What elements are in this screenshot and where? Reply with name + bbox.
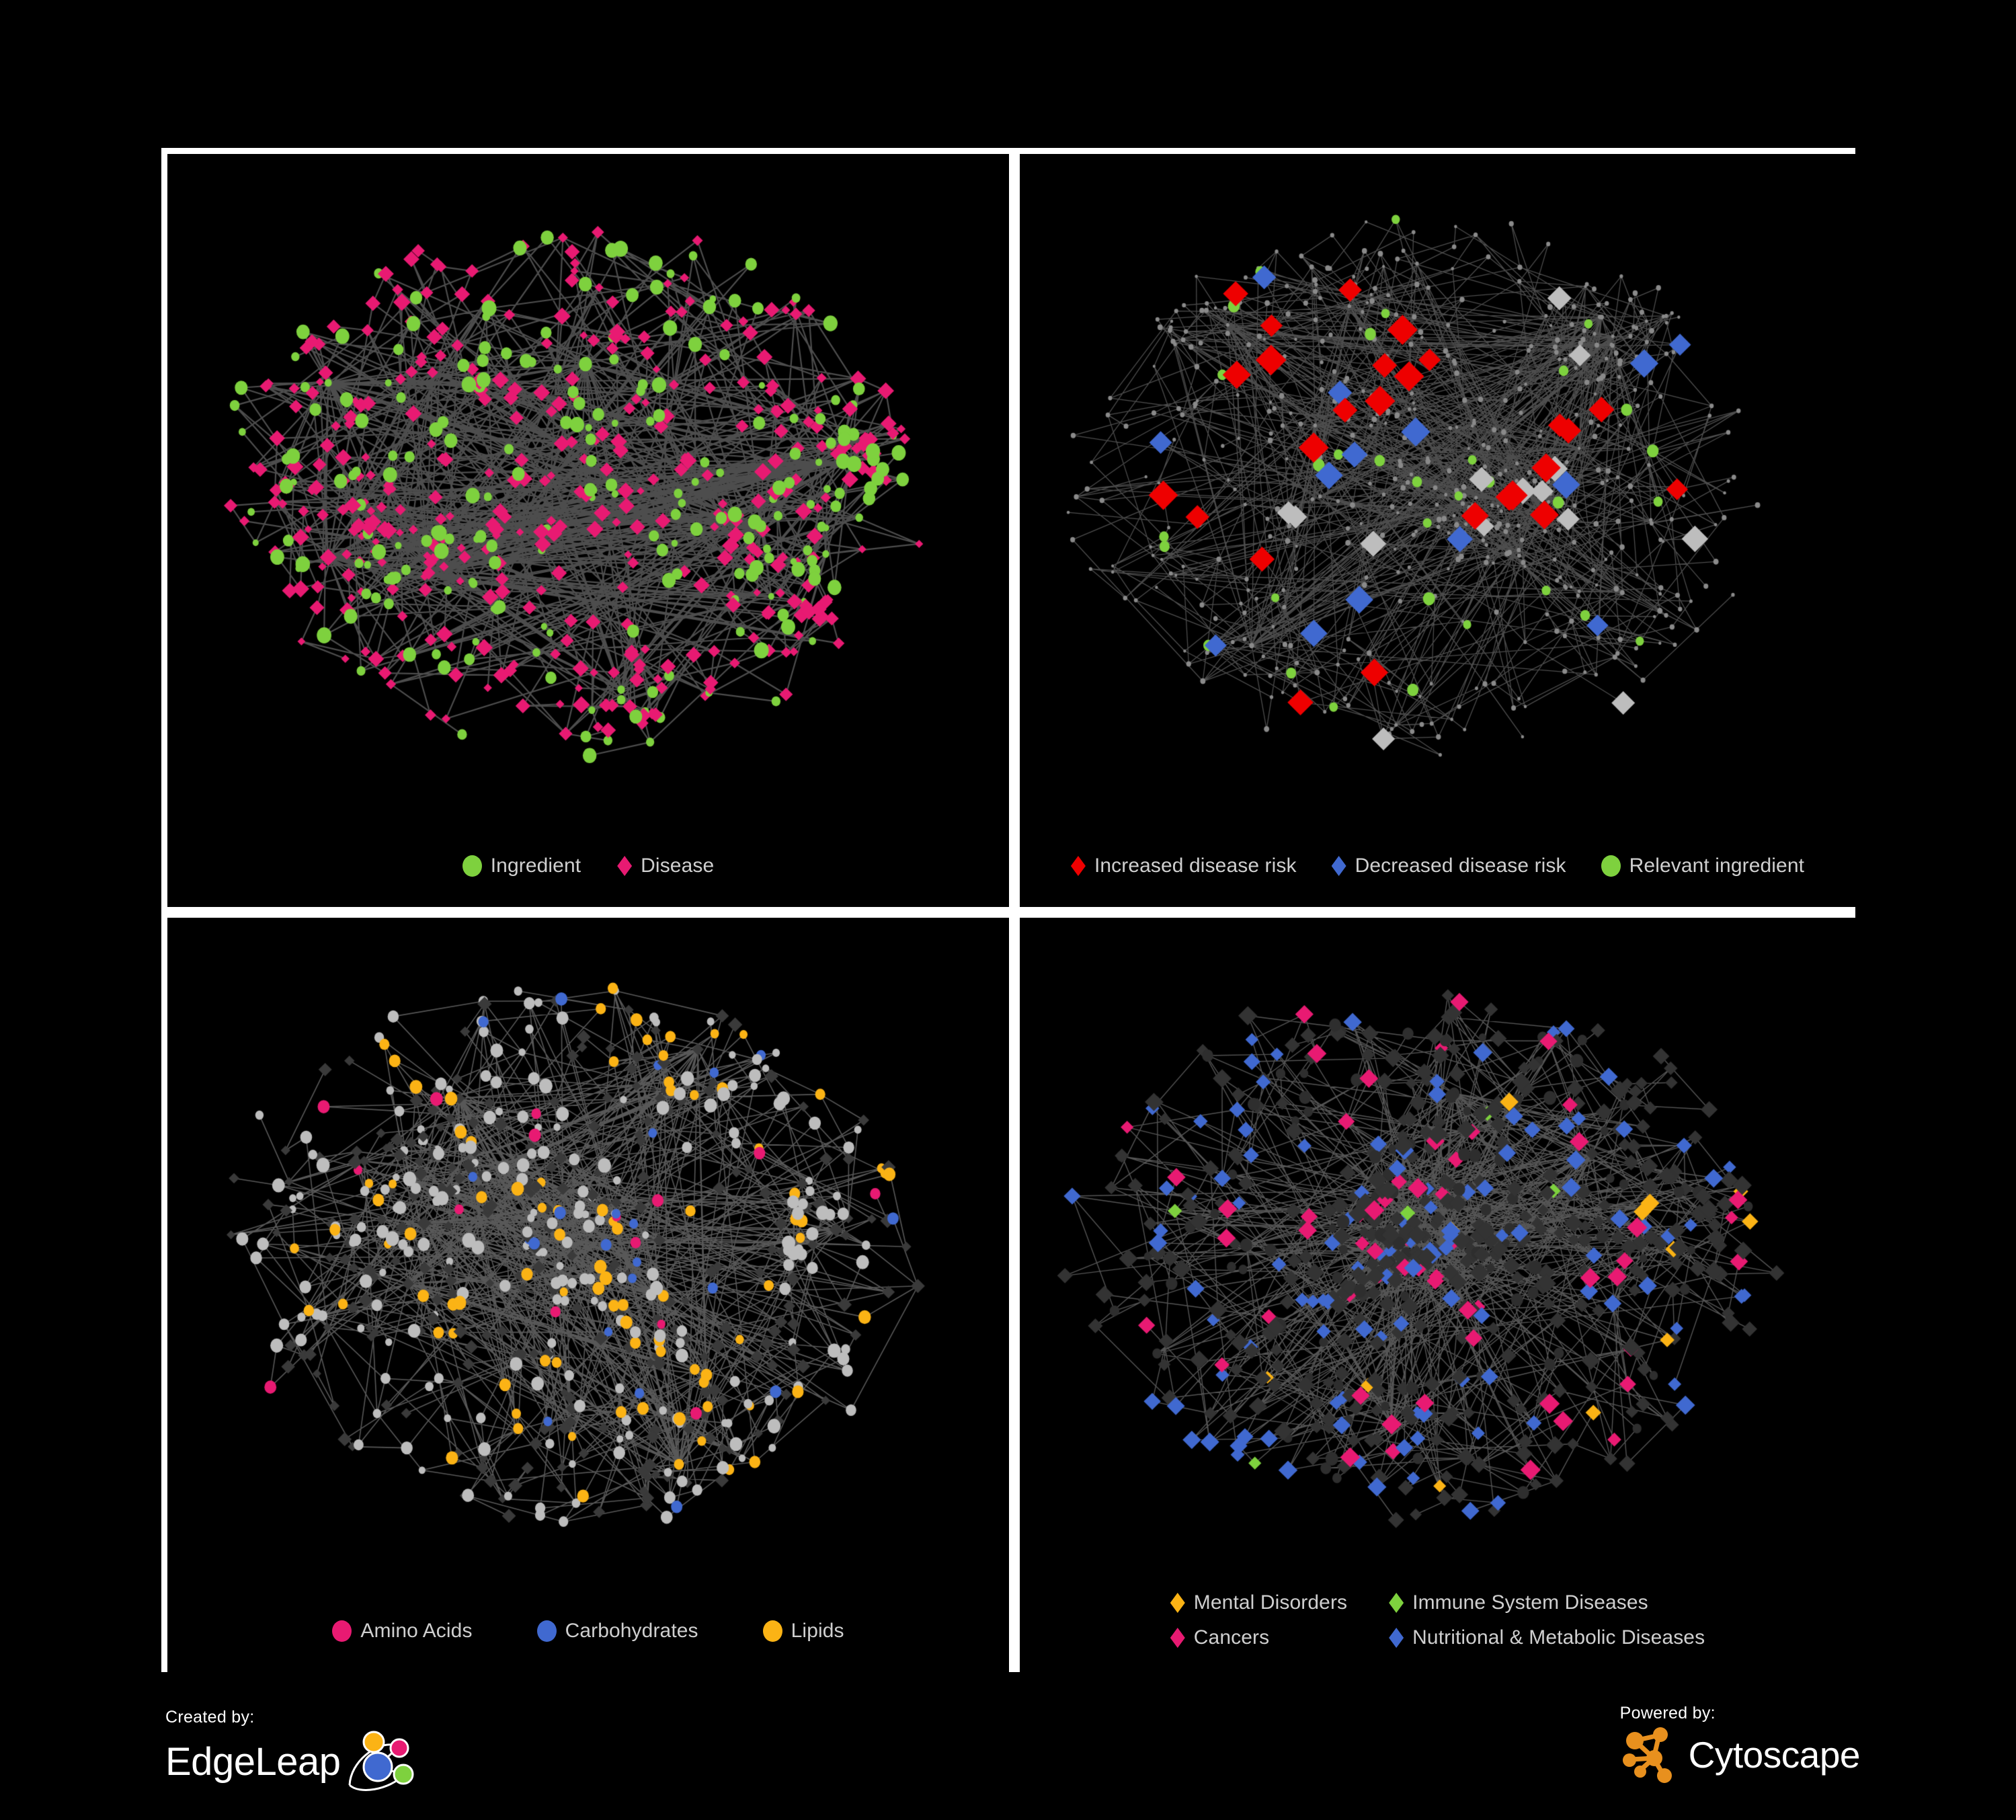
panel-divider-horizontal <box>167 907 1855 918</box>
edgeleap-network-logo-icon <box>348 1731 414 1791</box>
created-by-edgeleap: Created by: EdgeLeap <box>165 1708 419 1794</box>
cytoscape-wordmark: Cytoscape <box>1688 1733 1861 1776</box>
panel-disease-class-network[interactable]: Mental Disorders Immune System Diseases … <box>1020 918 1855 1672</box>
created-by-kicker: Created by: <box>165 1708 255 1727</box>
network-canvas-panel-1[interactable] <box>167 154 1009 907</box>
edgeleap-logo-row: EdgeLeap <box>165 1730 419 1794</box>
powered-by-kicker: Powered by: <box>1619 1704 1716 1723</box>
panel-nutrient-class-network[interactable]: Amino Acids Carbohydrates Lipids <box>167 918 1009 1672</box>
cytoscape-logo-row: Cytoscape <box>1620 1726 1861 1784</box>
figure-frame: Ingredient Disease Increased disease ris… <box>161 148 1855 1672</box>
edgeleap-wordmark: EdgeLeap <box>165 1740 341 1784</box>
powered-by-cytoscape: Powered by: <box>1619 1704 1861 1784</box>
cytoscape-network-logo-icon <box>1622 1727 1672 1783</box>
network-canvas-panel-4[interactable] <box>1020 918 1855 1672</box>
network-canvas-panel-2[interactable] <box>1020 154 1855 907</box>
network-canvas-panel-3[interactable] <box>167 918 1009 1672</box>
panel-disease-risk-network[interactable]: Increased disease risk Decreased disease… <box>1020 154 1855 907</box>
panel-ingredient-disease-network[interactable]: Ingredient Disease <box>167 154 1009 907</box>
figure-footer: Created by: EdgeLeap Powered by: <box>0 1679 2016 1820</box>
